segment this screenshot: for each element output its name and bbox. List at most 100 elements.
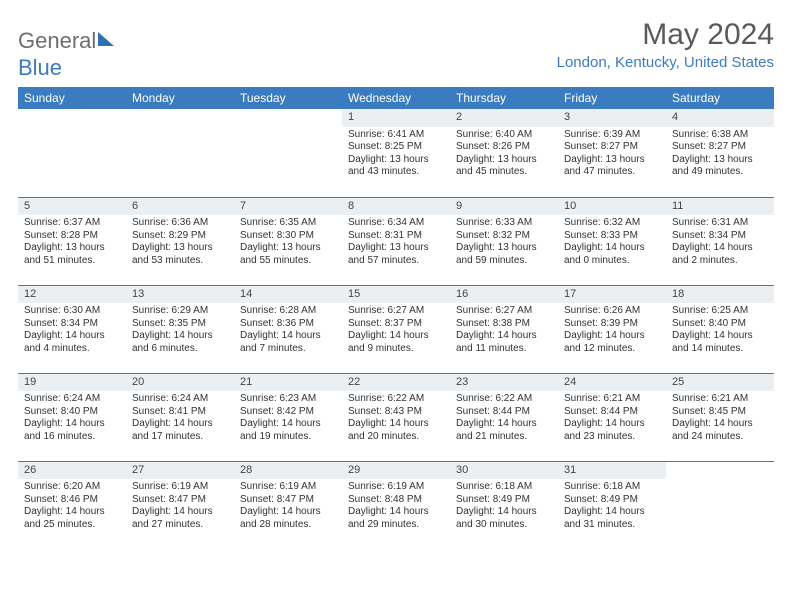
day-number: 9 — [450, 198, 558, 216]
day-details: Sunrise: 6:22 AMSunset: 8:44 PMDaylight:… — [450, 391, 558, 447]
day-number: 25 — [666, 374, 774, 392]
sunset-line: Sunset: 8:34 PM — [672, 230, 768, 243]
calendar-week-row: 1Sunrise: 6:41 AMSunset: 8:25 PMDaylight… — [18, 109, 774, 197]
sunrise-line: Sunrise: 6:41 AM — [348, 129, 444, 142]
sunset-line: Sunset: 8:36 PM — [240, 318, 336, 331]
daylight-line: Daylight: 14 hours and 30 minutes. — [456, 506, 552, 531]
sunrise-line: Sunrise: 6:19 AM — [132, 481, 228, 494]
sunrise-line: Sunrise: 6:37 AM — [24, 217, 120, 230]
calendar-day-cell: 30Sunrise: 6:18 AMSunset: 8:49 PMDayligh… — [450, 461, 558, 549]
day-number: 17 — [558, 286, 666, 304]
sunset-line: Sunset: 8:46 PM — [24, 494, 120, 507]
day-details: Sunrise: 6:25 AMSunset: 8:40 PMDaylight:… — [666, 303, 774, 359]
day-number: 2 — [450, 109, 558, 127]
daylight-line: Daylight: 14 hours and 21 minutes. — [456, 418, 552, 443]
calendar-day-cell: 2Sunrise: 6:40 AMSunset: 8:26 PMDaylight… — [450, 109, 558, 197]
calendar-day-cell: 23Sunrise: 6:22 AMSunset: 8:44 PMDayligh… — [450, 373, 558, 461]
sunset-line: Sunset: 8:40 PM — [24, 406, 120, 419]
daylight-line: Daylight: 14 hours and 4 minutes. — [24, 330, 120, 355]
sunset-line: Sunset: 8:27 PM — [672, 141, 768, 154]
day-number: 1 — [342, 109, 450, 127]
page-title: May 2024 — [557, 18, 774, 52]
day-number: 27 — [126, 462, 234, 480]
sunrise-line: Sunrise: 6:19 AM — [348, 481, 444, 494]
daylight-line: Daylight: 13 hours and 43 minutes. — [348, 154, 444, 179]
daylight-line: Daylight: 14 hours and 9 minutes. — [348, 330, 444, 355]
daylight-line: Daylight: 14 hours and 23 minutes. — [564, 418, 660, 443]
sunrise-line: Sunrise: 6:25 AM — [672, 305, 768, 318]
daylight-line: Daylight: 13 hours and 51 minutes. — [24, 242, 120, 267]
daylight-line: Daylight: 14 hours and 19 minutes. — [240, 418, 336, 443]
daylight-line: Daylight: 13 hours and 45 minutes. — [456, 154, 552, 179]
day-details: Sunrise: 6:19 AMSunset: 8:47 PMDaylight:… — [234, 479, 342, 535]
sunrise-line: Sunrise: 6:36 AM — [132, 217, 228, 230]
calendar-day-cell: 24Sunrise: 6:21 AMSunset: 8:44 PMDayligh… — [558, 373, 666, 461]
weekday-header: Saturday — [666, 87, 774, 109]
calendar-day-cell: 27Sunrise: 6:19 AMSunset: 8:47 PMDayligh… — [126, 461, 234, 549]
sunrise-line: Sunrise: 6:21 AM — [564, 393, 660, 406]
day-details: Sunrise: 6:35 AMSunset: 8:30 PMDaylight:… — [234, 215, 342, 271]
calendar-day-cell: 5Sunrise: 6:37 AMSunset: 8:28 PMDaylight… — [18, 197, 126, 285]
sunset-line: Sunset: 8:28 PM — [24, 230, 120, 243]
day-details: Sunrise: 6:40 AMSunset: 8:26 PMDaylight:… — [450, 127, 558, 183]
weekday-header: Tuesday — [234, 87, 342, 109]
logo-triangle-icon — [98, 32, 114, 46]
daylight-line: Daylight: 14 hours and 11 minutes. — [456, 330, 552, 355]
sunset-line: Sunset: 8:31 PM — [348, 230, 444, 243]
sunset-line: Sunset: 8:38 PM — [456, 318, 552, 331]
sunset-line: Sunset: 8:45 PM — [672, 406, 768, 419]
day-number: 18 — [666, 286, 774, 304]
sunset-line: Sunset: 8:49 PM — [456, 494, 552, 507]
day-number: 23 — [450, 374, 558, 392]
day-details: Sunrise: 6:38 AMSunset: 8:27 PMDaylight:… — [666, 127, 774, 183]
sunrise-line: Sunrise: 6:21 AM — [672, 393, 768, 406]
sunrise-line: Sunrise: 6:28 AM — [240, 305, 336, 318]
sunset-line: Sunset: 8:32 PM — [456, 230, 552, 243]
calendar-day-cell — [18, 109, 126, 197]
sunset-line: Sunset: 8:44 PM — [456, 406, 552, 419]
daylight-line: Daylight: 14 hours and 29 minutes. — [348, 506, 444, 531]
sunrise-line: Sunrise: 6:31 AM — [672, 217, 768, 230]
day-details: Sunrise: 6:22 AMSunset: 8:43 PMDaylight:… — [342, 391, 450, 447]
sunset-line: Sunset: 8:41 PM — [132, 406, 228, 419]
day-details: Sunrise: 6:32 AMSunset: 8:33 PMDaylight:… — [558, 215, 666, 271]
sunset-line: Sunset: 8:34 PM — [24, 318, 120, 331]
calendar-day-cell: 18Sunrise: 6:25 AMSunset: 8:40 PMDayligh… — [666, 285, 774, 373]
day-details: Sunrise: 6:41 AMSunset: 8:25 PMDaylight:… — [342, 127, 450, 183]
day-details: Sunrise: 6:20 AMSunset: 8:46 PMDaylight:… — [18, 479, 126, 535]
calendar-week-row: 12Sunrise: 6:30 AMSunset: 8:34 PMDayligh… — [18, 285, 774, 373]
weekday-header: Thursday — [450, 87, 558, 109]
calendar-day-cell: 13Sunrise: 6:29 AMSunset: 8:35 PMDayligh… — [126, 285, 234, 373]
calendar-week-row: 19Sunrise: 6:24 AMSunset: 8:40 PMDayligh… — [18, 373, 774, 461]
sunrise-line: Sunrise: 6:30 AM — [24, 305, 120, 318]
calendar-day-cell: 25Sunrise: 6:21 AMSunset: 8:45 PMDayligh… — [666, 373, 774, 461]
weekday-header: Monday — [126, 87, 234, 109]
day-details: Sunrise: 6:36 AMSunset: 8:29 PMDaylight:… — [126, 215, 234, 271]
day-details: Sunrise: 6:18 AMSunset: 8:49 PMDaylight:… — [450, 479, 558, 535]
sunset-line: Sunset: 8:40 PM — [672, 318, 768, 331]
day-number: 14 — [234, 286, 342, 304]
calendar-day-cell: 26Sunrise: 6:20 AMSunset: 8:46 PMDayligh… — [18, 461, 126, 549]
day-number: 5 — [18, 198, 126, 216]
sunrise-line: Sunrise: 6:24 AM — [24, 393, 120, 406]
sunrise-line: Sunrise: 6:18 AM — [456, 481, 552, 494]
calendar-day-cell: 4Sunrise: 6:38 AMSunset: 8:27 PMDaylight… — [666, 109, 774, 197]
daylight-line: Daylight: 14 hours and 14 minutes. — [672, 330, 768, 355]
day-details: Sunrise: 6:31 AMSunset: 8:34 PMDaylight:… — [666, 215, 774, 271]
daylight-line: Daylight: 14 hours and 25 minutes. — [24, 506, 120, 531]
sunrise-line: Sunrise: 6:39 AM — [564, 129, 660, 142]
day-number: 30 — [450, 462, 558, 480]
calendar-day-cell: 8Sunrise: 6:34 AMSunset: 8:31 PMDaylight… — [342, 197, 450, 285]
daylight-line: Daylight: 13 hours and 47 minutes. — [564, 154, 660, 179]
calendar-table: SundayMondayTuesdayWednesdayThursdayFrid… — [18, 87, 774, 549]
calendar-day-cell: 19Sunrise: 6:24 AMSunset: 8:40 PMDayligh… — [18, 373, 126, 461]
sunrise-line: Sunrise: 6:35 AM — [240, 217, 336, 230]
daylight-line: Daylight: 14 hours and 2 minutes. — [672, 242, 768, 267]
calendar-day-cell: 15Sunrise: 6:27 AMSunset: 8:37 PMDayligh… — [342, 285, 450, 373]
location-label: London, Kentucky, United States — [557, 54, 774, 71]
weekday-header: Sunday — [18, 87, 126, 109]
calendar-day-cell: 29Sunrise: 6:19 AMSunset: 8:48 PMDayligh… — [342, 461, 450, 549]
logo-text-2: Blue — [18, 55, 62, 81]
sunset-line: Sunset: 8:29 PM — [132, 230, 228, 243]
calendar-day-cell: 28Sunrise: 6:19 AMSunset: 8:47 PMDayligh… — [234, 461, 342, 549]
